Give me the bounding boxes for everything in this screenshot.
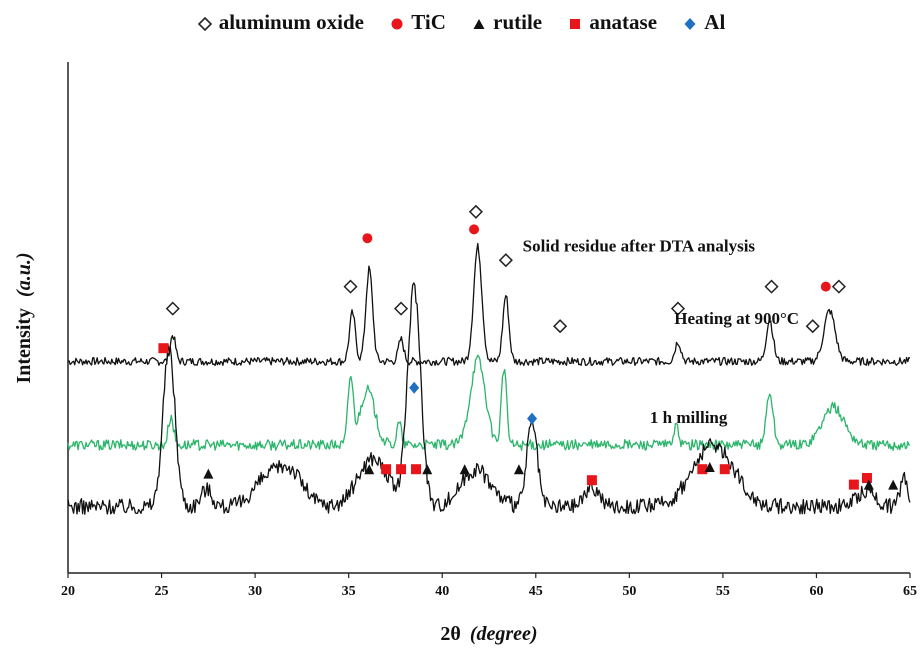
marker-tic	[362, 233, 373, 244]
x-tick-label: 30	[248, 584, 262, 599]
y-axis-title: Intensity (a.u.)	[13, 252, 35, 383]
marker-rutile	[888, 479, 899, 490]
x-tick-label: 65	[903, 584, 917, 599]
legend: aluminum oxide TiC rutile anatase Al	[0, 10, 922, 35]
marker-al	[409, 381, 420, 394]
marker-rutile	[863, 479, 874, 490]
marker-aluminum-oxide	[764, 279, 779, 294]
marker-aluminum-oxide	[468, 204, 483, 219]
marker-aluminum-oxide	[165, 301, 180, 316]
x-tick-label: 45	[529, 584, 543, 599]
legend-label: TiC	[411, 10, 446, 34]
x-tick-label: 55	[716, 584, 730, 599]
series-line-1	[67, 354, 911, 451]
marker-aluminum-oxide	[393, 301, 409, 316]
blue-diamond-icon	[684, 18, 696, 31]
series-annotation: Heating at 900°C	[674, 309, 799, 328]
marker-anatase	[848, 479, 859, 490]
marker-aluminum-oxide	[343, 279, 358, 294]
marker-anatase	[586, 475, 597, 486]
marker-rutile	[203, 468, 214, 479]
marker-anatase	[697, 464, 708, 475]
marker-anatase	[861, 473, 872, 483]
x-tick-label: 40	[435, 584, 449, 599]
marker-anatase	[158, 343, 169, 354]
open-diamond-icon	[197, 17, 212, 32]
legend-item-anatase: anatase	[567, 10, 657, 35]
legend-item-al: Al	[682, 10, 725, 35]
series-line-0	[67, 242, 911, 367]
x-tick-label: 50	[622, 584, 636, 599]
red-square-icon	[570, 19, 581, 30]
marker-aluminum-oxide	[670, 301, 686, 316]
marker-aluminum-oxide	[805, 319, 820, 334]
x-ticks: 20 25 30 35 40 45 50 55 60 65	[61, 573, 917, 599]
x-tick-label: 20	[61, 584, 75, 599]
marker-rutile	[459, 464, 470, 475]
legend-item-tic: TiC	[389, 10, 446, 35]
series-annotation: Solid residue after DTA analysis	[523, 236, 756, 255]
legend-item-rutile: rutile	[471, 10, 542, 35]
marker-al	[527, 412, 538, 425]
marker-anatase	[381, 464, 392, 475]
marker-rutile	[364, 464, 375, 475]
x-tick-label: 60	[809, 584, 823, 599]
phase-markers	[158, 204, 899, 490]
y-axis-label: Intensity	[13, 308, 35, 384]
series-annotation: 1 h milling	[650, 408, 728, 427]
legend-label: Al	[704, 10, 726, 34]
axes	[67, 62, 910, 574]
marker-tic	[469, 224, 480, 235]
marker-rutile	[422, 464, 433, 475]
marker-aluminum-oxide	[831, 279, 846, 294]
black-triangle-icon	[473, 19, 485, 30]
x-axis-title: 2θ (degree)	[440, 623, 537, 645]
red-circle-icon	[391, 18, 403, 30]
marker-aluminum-oxide	[498, 253, 513, 268]
x-axis-label: 2θ	[440, 623, 460, 645]
legend-item-aluminum-oxide: aluminum oxide	[197, 10, 364, 35]
legend-label: anatase	[589, 10, 658, 34]
marker-aluminum-oxide	[553, 319, 568, 334]
series-lines	[67, 242, 911, 515]
y-axis-unit: (a.u.)	[13, 252, 35, 296]
marker-anatase	[396, 464, 407, 475]
annotations: Solid residue after DTA analysis Heating …	[523, 236, 799, 427]
series-line-2	[67, 282, 911, 515]
x-tick-label: 25	[155, 584, 169, 599]
legend-label: aluminum oxide	[218, 10, 364, 34]
x-tick-label: 35	[342, 584, 356, 599]
x-axis-unit: (degree)	[470, 623, 538, 645]
marker-anatase	[411, 464, 422, 475]
legend-label: rutile	[493, 10, 543, 34]
marker-anatase	[719, 464, 730, 475]
marker-tic	[820, 281, 831, 292]
marker-rutile	[513, 464, 524, 475]
marker-rutile	[704, 462, 715, 472]
